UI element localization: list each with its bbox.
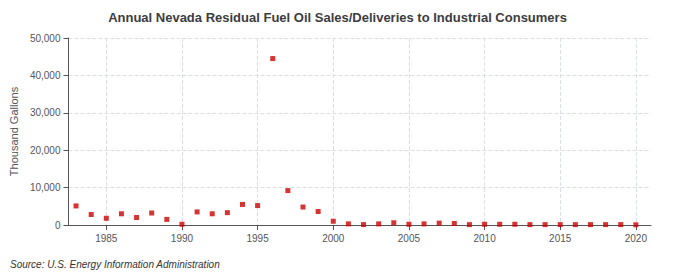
svg-text:Annual Nevada Residual Fuel Oi: Annual Nevada Residual Fuel Oil Sales/De… [108,10,567,25]
svg-text:1985: 1985 [95,233,118,244]
svg-text:10,000: 10,000 [30,182,61,193]
svg-text:2000: 2000 [322,233,345,244]
svg-text:30,000: 30,000 [30,107,61,118]
svg-text:1990: 1990 [171,233,194,244]
svg-text:1995: 1995 [246,233,269,244]
svg-text:40,000: 40,000 [30,70,61,81]
svg-text:20,000: 20,000 [30,145,61,156]
svg-text:0: 0 [55,220,61,231]
svg-text:2020: 2020 [625,233,648,244]
svg-text:2005: 2005 [398,233,421,244]
svg-text:Thousand Gallons: Thousand Gallons [8,86,20,176]
svg-text:2010: 2010 [473,233,496,244]
svg-text:50,000: 50,000 [30,33,61,44]
svg-text:2015: 2015 [549,233,572,244]
svg-text:Source: U.S. Energy Informatio: Source: U.S. Energy Information Administ… [10,259,220,270]
